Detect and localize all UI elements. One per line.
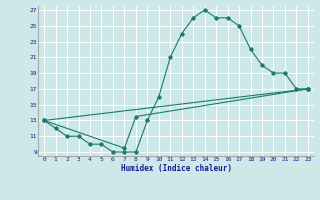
X-axis label: Humidex (Indice chaleur): Humidex (Indice chaleur) — [121, 164, 231, 173]
